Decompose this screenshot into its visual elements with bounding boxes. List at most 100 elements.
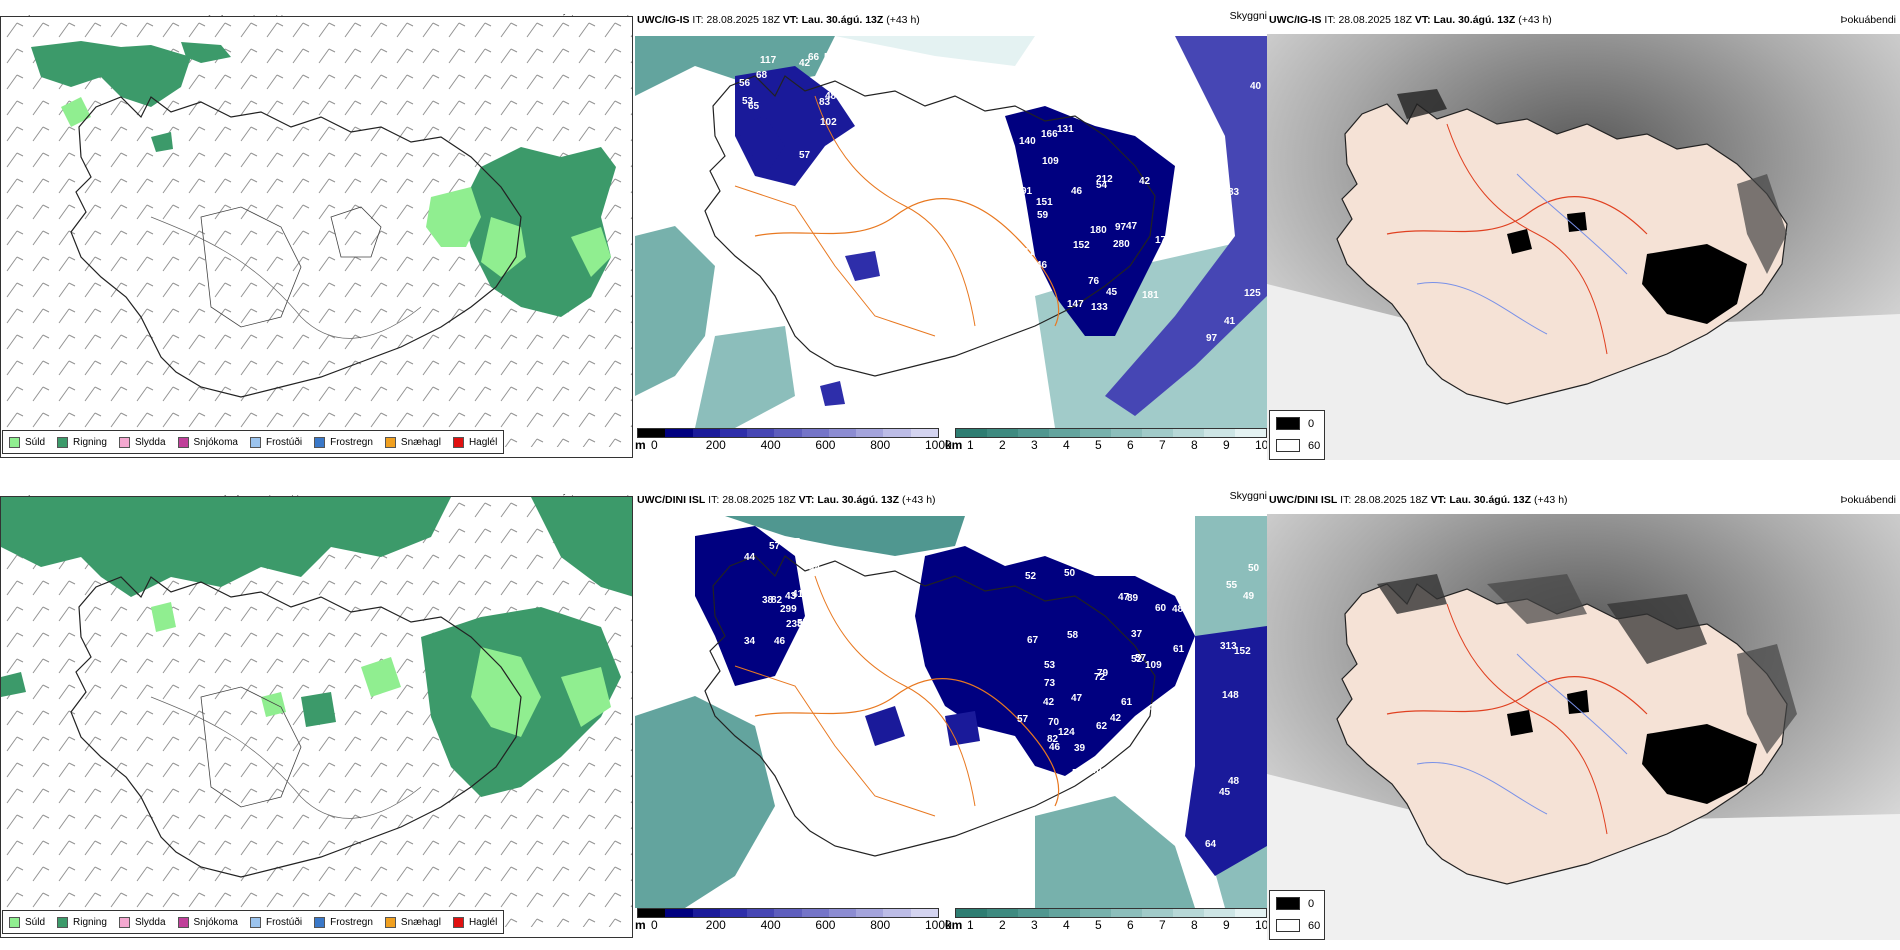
- legend-item: Haglél: [452, 436, 497, 448]
- legend-label: Frostregn: [330, 436, 373, 448]
- visibility-unit: km: [945, 438, 963, 452]
- legend-swatch: [452, 916, 464, 928]
- ceiling-value-label: 61: [1121, 697, 1133, 708]
- ceiling-value-label: 61: [1023, 247, 1035, 258]
- legend-label: Frostregn: [330, 916, 373, 928]
- colorbar-tick: 7: [1159, 918, 1166, 932]
- ceiling-value-label: 70: [1048, 717, 1060, 728]
- ceiling-value-label: 117: [760, 55, 777, 66]
- ceiling-value-label: 47: [1118, 592, 1130, 603]
- legend-swatch: [9, 916, 20, 928]
- colorbar-tick: 5: [1095, 918, 1102, 932]
- ceiling-value-label: 102: [820, 117, 837, 128]
- legend-label: Súld: [25, 436, 46, 448]
- legend-label: Frostúði: [265, 436, 303, 448]
- ceiling-value-label: 68: [756, 70, 768, 81]
- fog-panel-igis: UWC/IG-IS IT: 28.08.2025 18Z VT: Lau. 30…: [1267, 8, 1900, 462]
- ceiling-value-label: 46: [1071, 186, 1083, 197]
- colorbar-step: [1111, 429, 1142, 437]
- colorbar-step: [719, 429, 748, 437]
- colorbar-tick: 6: [1127, 438, 1134, 452]
- panel-title: Þokuábendi: [1840, 14, 1896, 26]
- ceiling-value-label: 238: [786, 619, 803, 630]
- legend-label: Snæhagl: [400, 916, 441, 928]
- colorbar-step: [856, 909, 884, 917]
- colorbar-tick: 200: [705, 918, 726, 932]
- ceiling-value-label: 72: [1094, 672, 1106, 683]
- colorbar-step: [774, 429, 802, 437]
- panel-title: Skyggni: [1229, 10, 1267, 22]
- ceiling-value-label: 122: [822, 61, 839, 72]
- panel-header: UWC/IG-IS IT: 28.08.2025 18Z VT: Lau. 30…: [1269, 14, 1552, 26]
- legend-label: Rigning: [73, 436, 107, 448]
- colorbar-step: [956, 429, 987, 437]
- ceiling-value-label: 40: [1250, 81, 1262, 92]
- ceiling-value-label: 62: [1096, 721, 1108, 732]
- legend-item: Súld: [9, 436, 46, 448]
- ceiling-value-label: 67: [1027, 635, 1039, 646]
- legend-item: Snæhagl: [384, 916, 441, 928]
- legend-item: Rigning: [57, 436, 107, 448]
- ceiling-value-label: 37: [789, 537, 801, 548]
- ceiling-value-label: 40: [737, 160, 749, 171]
- ceiling-value-label: 280: [1113, 239, 1130, 250]
- visibility-colorbar: [955, 908, 1267, 918]
- visibility-colorbar: [955, 428, 1267, 438]
- ceiling-value-label: 151: [1036, 197, 1053, 208]
- precip-map-svg: [1, 17, 632, 457]
- colorbar-step: [638, 429, 666, 437]
- ceiling-value-label: 57: [769, 541, 781, 552]
- colorbar-tick: 800: [870, 438, 891, 452]
- ceiling-value-label: 83: [819, 97, 831, 108]
- precip-panel-dini: UWC/DINI ISL IT: 28.08.2025 18Z VT: Lau.…: [0, 488, 633, 942]
- colorbar-tick: 8: [1191, 918, 1198, 932]
- colorbar-step: [1142, 909, 1173, 917]
- legend-item: Frostregn: [314, 436, 373, 448]
- fog-legend-swatch-0: [1276, 897, 1300, 910]
- fog-legend-label-60: 60: [1308, 439, 1321, 452]
- ceiling-value-label: 51: [824, 52, 836, 63]
- legend-swatch: [177, 436, 189, 448]
- ceiling-value-label: 45: [1219, 787, 1231, 798]
- colorbar-step: [1204, 429, 1235, 437]
- panel-header: UWC/IG-IS IT: 28.08.2025 18Z VT: Lau. 30…: [637, 14, 920, 26]
- ceiling-value-label: 50: [1064, 568, 1076, 579]
- ceiling-value-label: 45: [1106, 287, 1118, 298]
- legend-swatch: [314, 436, 326, 448]
- ceiling-value-label: 124: [1058, 727, 1075, 738]
- fog-legend-label-0: 0: [1308, 417, 1315, 430]
- panel-header: UWC/DINI ISL IT: 28.08.2025 18Z VT: Lau.…: [1269, 494, 1568, 506]
- ceiling-value-label: 57: [799, 150, 811, 161]
- colorbar-step: [987, 429, 1018, 437]
- ceiling-value-label: 57: [1135, 653, 1147, 664]
- legend-label: Frostúði: [265, 916, 303, 928]
- legend-swatch: [314, 916, 326, 928]
- precip-type-legend: Súld Rigning Slydda Snjókoma Frostúði Frostre…: [2, 430, 505, 454]
- ceiling-value-label: 42: [1043, 697, 1055, 708]
- colorbar-step: [856, 429, 884, 437]
- legend-item: Snjókoma: [177, 436, 238, 448]
- ceiling-value-label: 140: [1085, 765, 1102, 776]
- ceiling-value-label: 43: [1153, 743, 1165, 754]
- colorbar-step: [801, 429, 829, 437]
- colorbar-tick: 3: [1031, 438, 1038, 452]
- colorbar-tick: 800: [870, 918, 891, 932]
- visibility-panel-dini: UWC/DINI ISL IT: 28.08.2025 18Z VT: Lau.…: [635, 488, 1269, 942]
- ceiling-value-label: 39: [1074, 743, 1086, 754]
- ceiling-value-label: 41: [792, 589, 804, 600]
- panel-header: UWC/DINI ISL IT: 28.08.2025 18Z VT: Lau.…: [637, 494, 936, 506]
- ceiling-value-label: 57: [1017, 714, 1029, 725]
- ceiling-value-label: 66: [808, 52, 820, 63]
- colorbar-step: [1142, 429, 1173, 437]
- ceiling-value-label: 57: [797, 618, 809, 629]
- colorbar-tick: 10: [1255, 918, 1269, 932]
- panel-title: Skyggni: [1229, 490, 1267, 502]
- legend-label: Snjókoma: [193, 916, 238, 928]
- ceiling-value-label: 196: [816, 163, 833, 174]
- colorbar-step: [1173, 909, 1204, 917]
- legend-swatch: [249, 916, 261, 928]
- colorbar-tick: 5: [1095, 438, 1102, 452]
- ceiling-value-label: 44: [809, 563, 821, 574]
- fog-map: [1267, 34, 1900, 460]
- colorbar-tick: 600: [815, 438, 836, 452]
